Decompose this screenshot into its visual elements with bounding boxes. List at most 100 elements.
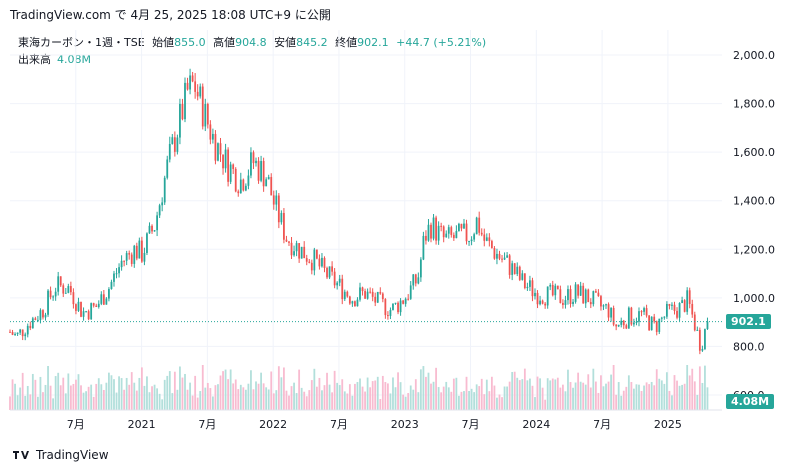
candle-body bbox=[359, 287, 361, 300]
open-label: 始値 bbox=[152, 36, 175, 49]
candle-body bbox=[518, 266, 521, 280]
volume-bar bbox=[686, 365, 689, 410]
volume-bar bbox=[59, 385, 62, 410]
close-value: 902.1 bbox=[357, 36, 389, 49]
volume-bar bbox=[427, 372, 430, 410]
candle-body bbox=[615, 324, 618, 327]
candle-body bbox=[671, 304, 673, 306]
candle-body bbox=[508, 255, 511, 275]
candle-body bbox=[252, 152, 255, 164]
candle-body bbox=[80, 301, 82, 317]
candle-body bbox=[227, 149, 230, 182]
volume-bar bbox=[506, 386, 509, 410]
candle-body bbox=[102, 294, 105, 305]
volume-bar bbox=[151, 386, 153, 410]
volume-bar bbox=[671, 395, 673, 410]
candle-body bbox=[394, 302, 397, 304]
candle-body bbox=[133, 245, 136, 264]
candle-body bbox=[503, 257, 506, 260]
volume-bar bbox=[508, 381, 511, 410]
volume-bar bbox=[87, 386, 90, 410]
volume-bar bbox=[561, 384, 564, 410]
candle-body bbox=[361, 287, 364, 292]
candle-body bbox=[673, 304, 676, 311]
volume-bar bbox=[239, 384, 242, 410]
volume-bar bbox=[341, 379, 344, 410]
candle-body bbox=[176, 137, 179, 152]
volume-bar bbox=[19, 387, 22, 410]
candle-body bbox=[110, 281, 113, 290]
volume-bar bbox=[432, 381, 435, 410]
candle-body bbox=[650, 316, 653, 331]
volume-bar bbox=[384, 382, 387, 410]
volume-bar bbox=[14, 383, 16, 410]
volume-bar bbox=[693, 381, 696, 410]
candle-body bbox=[118, 267, 120, 274]
candle-body bbox=[168, 143, 171, 160]
volume-bar bbox=[480, 378, 483, 410]
volume-bar bbox=[521, 379, 524, 410]
candle-body bbox=[534, 292, 536, 297]
candle-body bbox=[173, 137, 176, 152]
candle-body bbox=[381, 293, 384, 300]
candle-body bbox=[64, 292, 67, 294]
y-tick-label: 1,600.0 bbox=[733, 146, 775, 159]
candle-body bbox=[676, 310, 678, 318]
candle-body bbox=[569, 289, 572, 304]
candle-body bbox=[660, 317, 663, 319]
volume-bar bbox=[72, 383, 75, 410]
x-tick-label: 7月 bbox=[462, 418, 480, 431]
volume-bar bbox=[42, 392, 44, 410]
candle-body bbox=[554, 285, 557, 296]
candle-body bbox=[447, 227, 450, 234]
candle-body bbox=[470, 239, 473, 242]
volume-bar bbox=[577, 372, 580, 410]
candle-body bbox=[9, 331, 11, 333]
volume-bar bbox=[194, 375, 197, 410]
candle-body bbox=[206, 104, 209, 125]
candle-body bbox=[496, 253, 498, 259]
candle-body bbox=[75, 304, 77, 311]
candle-body bbox=[392, 303, 394, 310]
volume-bar bbox=[36, 396, 39, 410]
volume-bar bbox=[417, 392, 420, 410]
volume-bar bbox=[638, 384, 640, 410]
volume-bar bbox=[625, 386, 628, 410]
volume-legend: 出来高 4.08M bbox=[18, 51, 91, 67]
candle-body bbox=[440, 225, 443, 227]
volume-bar bbox=[361, 386, 364, 410]
volume-bar bbox=[348, 384, 351, 410]
candle-body bbox=[425, 235, 427, 241]
volume-bar bbox=[244, 389, 247, 410]
volume-bar bbox=[67, 373, 70, 410]
x-tick-label: 7月 bbox=[198, 418, 216, 431]
candle-body bbox=[627, 307, 630, 329]
candle-body bbox=[648, 315, 651, 331]
candle-body bbox=[435, 217, 437, 241]
candle-body bbox=[120, 260, 123, 268]
candle-body bbox=[541, 300, 544, 304]
volume-bar bbox=[379, 399, 382, 410]
volume-bar bbox=[44, 384, 47, 410]
volume-bar bbox=[567, 369, 569, 410]
volume-bar bbox=[285, 390, 288, 410]
candle-body bbox=[199, 86, 202, 97]
candle-body bbox=[97, 303, 100, 307]
candle-body bbox=[665, 303, 668, 317]
volume-bar bbox=[630, 382, 633, 410]
candle-body bbox=[445, 233, 448, 238]
volume-bar bbox=[69, 385, 72, 410]
volume-bar bbox=[336, 382, 339, 410]
candle-body bbox=[493, 248, 496, 259]
volume-bar bbox=[100, 384, 103, 410]
candle-body bbox=[293, 251, 295, 256]
volume-bar bbox=[328, 384, 331, 410]
candle-body bbox=[366, 291, 369, 299]
volume-bar bbox=[523, 368, 526, 410]
volume-bar bbox=[582, 382, 585, 410]
volume-bar bbox=[331, 392, 334, 410]
candle-body bbox=[326, 267, 328, 278]
footer-brand[interactable]: TradingView bbox=[12, 448, 109, 462]
volume-bar bbox=[85, 391, 87, 410]
